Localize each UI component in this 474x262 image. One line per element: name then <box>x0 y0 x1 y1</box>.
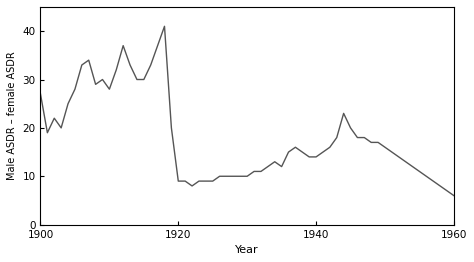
X-axis label: Year: Year <box>236 245 259 255</box>
Y-axis label: Male ASDR – female ASDR: Male ASDR – female ASDR <box>7 51 17 180</box>
